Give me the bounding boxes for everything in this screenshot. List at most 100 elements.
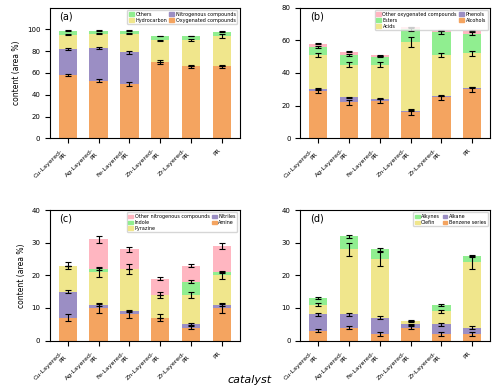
Bar (182, 327, 200, 341)
Bar (463, 89, 481, 138)
Bar (340, 65, 358, 98)
Bar (463, 31, 481, 34)
Bar (463, 327, 481, 334)
Bar (402, 324, 420, 327)
Bar (432, 311, 450, 324)
Bar (340, 98, 358, 103)
Bar (151, 295, 170, 318)
Bar (309, 47, 328, 55)
Bar (432, 31, 450, 32)
Bar (120, 52, 139, 84)
Bar (212, 32, 231, 36)
Bar (90, 48, 108, 80)
Bar (182, 40, 200, 67)
Bar (402, 27, 420, 29)
Bar (463, 334, 481, 341)
Legend: Other oxygenated compounds, Esters, Acids, Phenols, Alcohols: Other oxygenated compounds, Esters, Acid… (374, 10, 488, 30)
Bar (212, 36, 231, 67)
Bar (402, 42, 420, 111)
Bar (309, 89, 328, 91)
Bar (402, 29, 420, 42)
Bar (182, 36, 200, 40)
Bar (309, 91, 328, 138)
Bar (90, 240, 108, 269)
Y-axis label: content (area %): content (area %) (12, 41, 21, 105)
Bar (370, 65, 389, 99)
Bar (432, 334, 450, 341)
Bar (340, 55, 358, 65)
Bar (340, 236, 358, 249)
Legend: Alkynes, Olefin, Alkane, Benzene series: Alkynes, Olefin, Alkane, Benzene series (414, 212, 488, 226)
Bar (370, 99, 389, 101)
Bar (90, 272, 108, 305)
Bar (182, 324, 200, 327)
Bar (58, 265, 77, 292)
Bar (151, 279, 170, 295)
Bar (370, 57, 389, 65)
Bar (370, 318, 389, 334)
Bar (151, 36, 170, 40)
Bar (370, 55, 389, 57)
Bar (402, 327, 420, 341)
Bar (90, 31, 108, 34)
Bar (212, 246, 231, 272)
Legend: Others, Hydrocarbon, Nitrogenous compounds, Oxygenated compounds: Others, Hydrocarbon, Nitrogenous compoun… (128, 10, 237, 24)
Bar (120, 269, 139, 311)
Text: (d): (d) (310, 214, 324, 224)
Bar (309, 44, 328, 47)
Bar (463, 88, 481, 89)
Bar (90, 308, 108, 341)
Bar (309, 298, 328, 305)
Bar (151, 62, 170, 138)
Bar (432, 32, 450, 55)
Bar (309, 315, 328, 331)
Text: catalyst: catalyst (228, 375, 272, 385)
Bar (120, 249, 139, 269)
Bar (58, 318, 77, 341)
Bar (432, 98, 450, 138)
Bar (402, 321, 420, 324)
Bar (90, 269, 108, 272)
Bar (340, 315, 358, 327)
Bar (309, 331, 328, 341)
Bar (90, 34, 108, 48)
Bar (151, 40, 170, 62)
Bar (432, 96, 450, 98)
Bar (120, 315, 139, 341)
Bar (120, 311, 139, 315)
Bar (212, 308, 231, 341)
Bar (432, 305, 450, 311)
Bar (212, 67, 231, 138)
Bar (212, 272, 231, 275)
Bar (58, 49, 77, 75)
Bar (340, 103, 358, 138)
Bar (151, 318, 170, 341)
Bar (402, 111, 420, 112)
Bar (463, 256, 481, 262)
Bar (309, 305, 328, 315)
Bar (120, 34, 139, 52)
Text: (b): (b) (310, 12, 324, 22)
Bar (58, 31, 77, 35)
Bar (432, 324, 450, 334)
Bar (370, 334, 389, 341)
Bar (309, 55, 328, 89)
Bar (182, 265, 200, 282)
Legend: Other nitrogenous compounds, Indole, Pyrazine, Nitriles, Amine: Other nitrogenous compounds, Indole, Pyr… (127, 212, 237, 232)
Bar (120, 84, 139, 138)
Bar (432, 55, 450, 96)
Bar (463, 34, 481, 53)
Bar (340, 249, 358, 315)
Bar (212, 275, 231, 305)
Bar (58, 35, 77, 49)
Bar (182, 295, 200, 324)
Bar (58, 292, 77, 318)
Text: (c): (c) (60, 214, 72, 224)
Bar (182, 67, 200, 138)
Bar (402, 112, 420, 138)
Bar (370, 259, 389, 318)
Bar (370, 249, 389, 259)
Bar (120, 31, 139, 34)
Text: (a): (a) (60, 12, 73, 22)
Bar (463, 53, 481, 88)
